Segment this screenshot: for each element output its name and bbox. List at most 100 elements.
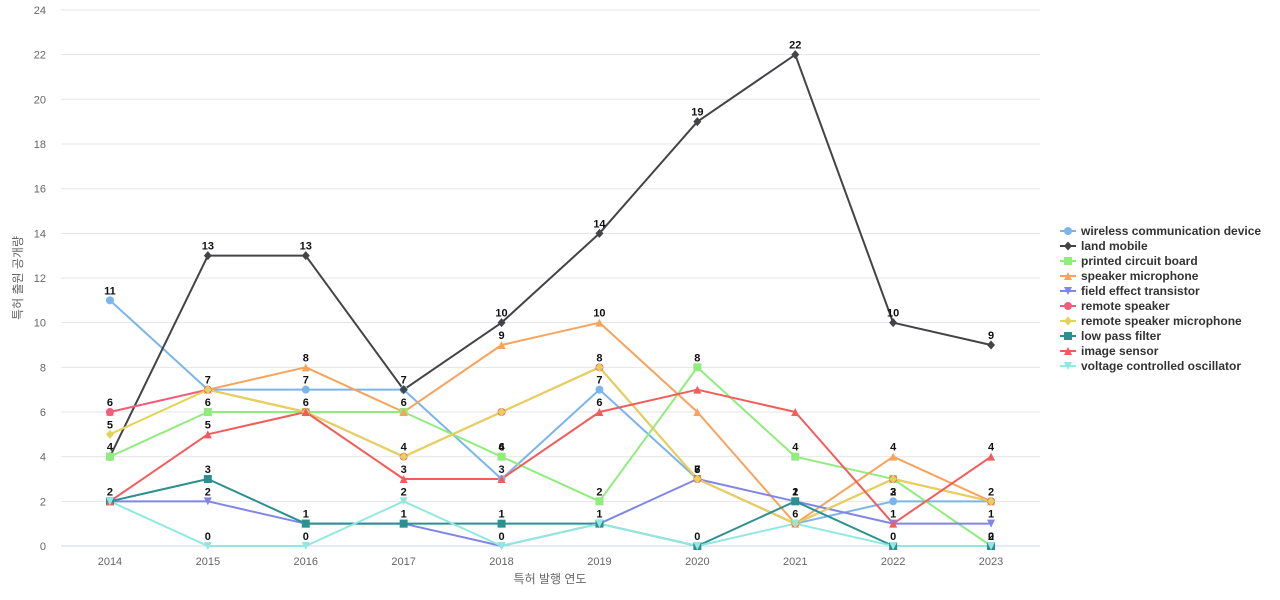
data-point[interactable]	[791, 497, 800, 506]
data-label: 4	[890, 442, 897, 454]
series-line-3	[109, 321, 992, 525]
data-point[interactable]	[595, 362, 604, 372]
data-point[interactable]	[399, 497, 408, 506]
x-axis-title: 특허 발행 연도	[514, 571, 587, 586]
data-point[interactable]	[203, 542, 212, 550]
data-point[interactable]	[301, 542, 310, 550]
data-point[interactable]	[399, 519, 408, 528]
grid-lines	[61, 9, 1040, 547]
legend-item[interactable]: image sensor	[1060, 344, 1159, 358]
data-point[interactable]	[595, 519, 604, 528]
data-point[interactable]	[399, 385, 408, 395]
y-tick-label: 0	[40, 541, 46, 553]
data-point[interactable]	[203, 497, 212, 506]
data-label: 4	[498, 442, 505, 454]
data-point[interactable]	[105, 429, 114, 439]
data-point[interactable]	[497, 519, 506, 528]
data-point[interactable]	[889, 318, 898, 328]
data-label: 6	[792, 509, 798, 521]
data-point[interactable]	[301, 385, 310, 394]
data-point[interactable]	[889, 497, 898, 506]
legend-label: field effect transistor	[1081, 284, 1200, 298]
data-point[interactable]	[497, 452, 506, 461]
data-point[interactable]	[399, 408, 408, 416]
data-label: 13	[202, 241, 214, 253]
data-point[interactable]	[301, 251, 310, 261]
data-label: 6	[401, 397, 407, 409]
data-point[interactable]	[203, 475, 212, 483]
legend-item[interactable]: printed circuit board	[1060, 254, 1198, 268]
data-point[interactable]	[301, 408, 310, 416]
data-point[interactable]	[497, 407, 506, 417]
data-point[interactable]	[987, 496, 996, 506]
x-tick-label: 2018	[489, 556, 513, 568]
data-point[interactable]	[497, 475, 506, 483]
data-point[interactable]	[889, 542, 898, 550]
data-point[interactable]	[595, 408, 604, 416]
data-point[interactable]	[105, 408, 114, 416]
data-point[interactable]	[595, 228, 604, 238]
y-tick-label: 12	[34, 273, 46, 285]
series-line-6	[109, 366, 992, 525]
data-point[interactable]	[693, 363, 702, 372]
data-point[interactable]	[301, 519, 310, 528]
data-point[interactable]	[497, 542, 506, 550]
data-label: 0	[890, 531, 896, 543]
legend-label: speaker microphone	[1081, 269, 1199, 283]
legend-item[interactable]: remote speaker microphone	[1060, 314, 1242, 328]
data-point[interactable]	[203, 385, 212, 395]
data-point[interactable]	[889, 519, 898, 528]
data-label: 3	[401, 464, 407, 476]
legend-marker	[1064, 362, 1072, 370]
data-label: 6	[596, 397, 602, 409]
legend-item[interactable]: voltage controlled oscillator	[1060, 359, 1241, 373]
legend-item[interactable]: field effect transistor	[1060, 284, 1200, 298]
data-point[interactable]	[987, 452, 996, 461]
legend-item[interactable]: low pass filter	[1060, 329, 1161, 343]
legend-marker	[1064, 302, 1072, 310]
data-point[interactable]	[301, 363, 310, 372]
data-point[interactable]	[203, 430, 212, 439]
data-point[interactable]	[203, 408, 212, 416]
y-tick-label: 10	[34, 318, 46, 330]
data-point[interactable]	[889, 452, 898, 461]
data-point[interactable]	[889, 474, 898, 484]
data-point[interactable]	[105, 452, 114, 461]
data-point[interactable]	[987, 542, 996, 550]
data-point[interactable]	[791, 519, 800, 528]
legend-marker	[1064, 241, 1072, 251]
legend-item[interactable]: speaker microphone	[1060, 269, 1199, 283]
legend-marker	[1064, 347, 1072, 355]
data-point[interactable]	[497, 341, 506, 349]
data-point[interactable]	[399, 452, 408, 462]
data-point[interactable]	[399, 475, 408, 483]
data-label: 13	[300, 241, 312, 253]
legend-item[interactable]: remote speaker	[1060, 299, 1170, 313]
data-point[interactable]	[987, 519, 996, 528]
legend-marker	[1064, 272, 1072, 280]
data-point[interactable]	[791, 50, 800, 60]
data-point[interactable]	[693, 542, 702, 550]
data-label: 10	[593, 308, 605, 320]
legend-item[interactable]: land mobile	[1060, 239, 1148, 253]
series-line-8	[109, 388, 992, 525]
data-point[interactable]	[595, 497, 604, 506]
data-point[interactable]	[693, 408, 702, 416]
data-point[interactable]	[595, 318, 604, 327]
data-point[interactable]	[105, 296, 114, 305]
data-point[interactable]	[203, 251, 212, 261]
data-label: 2	[890, 486, 896, 498]
legend-item[interactable]: wireless communication device	[1060, 224, 1261, 238]
data-point[interactable]	[693, 117, 702, 127]
data-label: 7	[596, 375, 602, 387]
data-point[interactable]	[497, 318, 506, 328]
data-point[interactable]	[595, 385, 604, 394]
data-point[interactable]	[791, 408, 800, 416]
data-point[interactable]	[693, 385, 702, 394]
data-label: 1	[498, 509, 504, 521]
data-point[interactable]	[791, 452, 800, 461]
data-point[interactable]	[693, 474, 702, 484]
data-point[interactable]	[987, 340, 996, 350]
data-point[interactable]	[105, 497, 114, 506]
data-label: 4	[988, 442, 995, 454]
